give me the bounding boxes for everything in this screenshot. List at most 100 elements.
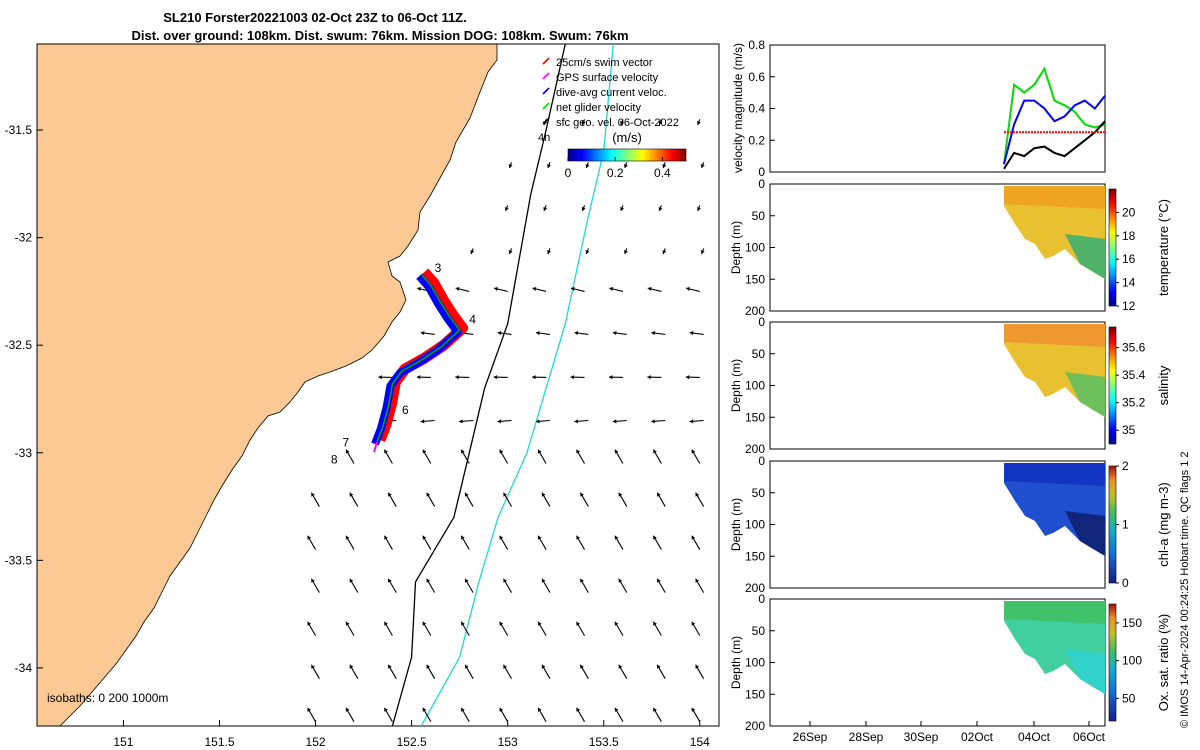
velocity-vector-head	[623, 250, 628, 255]
section-y-tick-label: 0	[758, 177, 765, 191]
legend-swatch	[542, 117, 550, 125]
isobath-1000m	[420, 44, 614, 726]
velocity-vector-head	[609, 286, 614, 291]
track-day-label: 8	[331, 453, 338, 467]
velocity-vector-head	[538, 449, 542, 454]
map-y-tick-label: -33.5	[5, 553, 33, 567]
section-colorbar-tick-label: 150	[1122, 616, 1142, 630]
section-data-upper	[1004, 324, 1105, 347]
time-tick-label: 04Oct	[1018, 730, 1051, 744]
velocity-colorbar-label: (m/s)	[612, 130, 642, 145]
section-y-tick-label: 100	[745, 379, 765, 393]
velocity-vector-head	[426, 664, 431, 669]
velocity-vector-head	[653, 707, 657, 712]
map-x-ticks: 151 151.5 152 152.5 153 153.5 154	[113, 720, 710, 749]
velocity-vector-head	[465, 578, 469, 583]
velocity-vector-head	[700, 250, 705, 255]
map-y-tick-label: -32.5	[5, 338, 33, 352]
velocity-vector-head	[465, 492, 469, 497]
section-y-tick-label: 0	[758, 592, 765, 606]
section-colorbar	[1108, 603, 1117, 722]
velocity-vector-head	[618, 492, 623, 497]
velocity-vector-head	[311, 578, 315, 583]
velocity-vector-head	[689, 331, 694, 336]
velocity-vector-head	[580, 664, 584, 669]
velocity-vector-head	[455, 286, 460, 291]
section-colorbar-tick-label: 1	[1122, 518, 1129, 532]
velocity-vector-head	[695, 578, 700, 583]
gps-surface-velocity	[373, 441, 378, 453]
section-data-upper	[1004, 463, 1105, 486]
velocity-vector-head	[689, 419, 694, 424]
velocity-vector-head	[503, 492, 508, 497]
map-x-tick-label: 152.5	[397, 735, 427, 749]
section-colorbar-tick-label: 35	[1122, 423, 1136, 437]
velocity-vector-head	[345, 707, 350, 712]
map-legend: 25cm/s swim vector GPS surface velocity di…	[542, 57, 679, 129]
velocity-vector-head	[653, 449, 657, 454]
section-panel: 0 50 100 150 200 Depth (m) 0 1 2 chl-a (mg m-3)	[729, 454, 1171, 595]
section-panel: 0 50 100 150 200 Depth (m) 50 100 150 Ox. sat. ra…	[729, 592, 1171, 733]
velocity-vector-head	[455, 375, 459, 380]
time-tick-label: 06Oct	[1073, 730, 1106, 744]
velocity-vector-head	[696, 121, 701, 125]
velocity-vector-head	[570, 375, 575, 380]
section-data-upper	[1004, 186, 1105, 209]
velocity-y-tick-label: 0.4	[748, 102, 765, 116]
velocity-vector-head	[459, 419, 463, 424]
velocity-vector-head	[345, 535, 350, 540]
map-x-tick-label: 153.5	[589, 735, 619, 749]
section-colorbar-tick-label: 14	[1122, 276, 1136, 290]
section-colorbar-label: temperature (°C)	[1156, 199, 1171, 296]
section-colorbar-label: salinity	[1156, 365, 1171, 405]
velocity-vector-head	[532, 286, 537, 291]
legend-entry: GPS surface velocity	[556, 72, 659, 84]
velocity-vector-head	[658, 121, 663, 125]
velocity-vector-head	[536, 331, 540, 336]
velocity-vector-head	[349, 664, 354, 669]
colorbar-tick-label: 0.4	[654, 166, 671, 180]
section-y-tick-label: 100	[745, 518, 765, 532]
colorbar-tick-label: 0.2	[607, 166, 624, 180]
velocity-series-line	[1003, 66, 1106, 165]
velocity-vector-head	[700, 164, 705, 168]
velocity-vector-head	[388, 664, 392, 669]
scale-arrow-label: 4h	[538, 132, 550, 144]
land-mass	[37, 44, 498, 726]
section-colorbar	[1108, 326, 1117, 445]
velocity-vector-head	[653, 535, 657, 540]
section-ylabel: Depth (m)	[729, 498, 743, 551]
velocity-vector-head	[657, 492, 661, 497]
velocity-vector-head	[580, 492, 584, 497]
section-y-tick-label: 0	[758, 315, 765, 329]
velocity-vector-head	[686, 286, 690, 291]
velocity-vector-head	[388, 578, 392, 583]
velocity-vector-head	[612, 419, 617, 424]
surface-velocity-vectors	[307, 119, 705, 722]
legend-entry: net glider velocity	[556, 102, 641, 114]
velocity-vector-head	[662, 164, 667, 168]
velocity-vector-head	[620, 207, 625, 211]
velocity-vector-head	[651, 419, 655, 424]
velocity-panel: 0 0.2 0.4 0.6 0.8 velocity magnitude (m/s)	[731, 38, 1106, 179]
section-colorbar-tick-label: 16	[1122, 252, 1136, 266]
section-colorbar-tick-label: 2	[1122, 459, 1129, 473]
section-colorbar-tick-label: 100	[1122, 654, 1142, 668]
velocity-vector-head	[461, 707, 465, 712]
velocity-vector-head	[493, 375, 498, 380]
velocity-vector-head	[384, 621, 388, 626]
track-day-label: 4	[469, 313, 476, 327]
velocity-vector-head	[461, 535, 465, 540]
velocity-vector-head	[503, 578, 508, 583]
section-y-tick-label: 200	[745, 719, 765, 733]
section-ylabel: Depth (m)	[729, 221, 743, 274]
velocity-vector-head	[574, 331, 579, 336]
velocity-vector-head	[653, 621, 657, 626]
time-tick-label: 26Sep	[793, 730, 828, 744]
velocity-vector-head	[696, 207, 701, 211]
velocity-vector-head	[504, 207, 509, 211]
velocity-vector-head	[349, 578, 354, 583]
track-day-label: 7	[342, 435, 349, 449]
